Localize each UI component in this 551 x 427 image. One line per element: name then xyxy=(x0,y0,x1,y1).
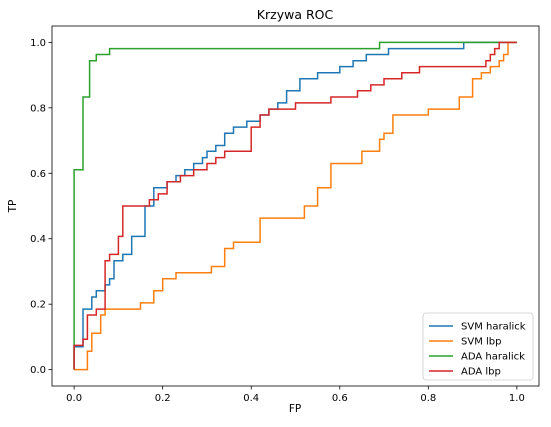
legend-label-2: ADA haralick xyxy=(461,352,525,363)
x-tick-label: 1.0 xyxy=(509,393,525,404)
x-tick-label: 0.0 xyxy=(66,393,82,404)
x-tick-label: 0.2 xyxy=(155,393,171,404)
legend-label-3: ADA lbp xyxy=(461,367,501,378)
series-line-2 xyxy=(73,41,517,370)
legend-items: SVM haralick SVM lbp ADA haralick ADA lbp xyxy=(429,322,526,378)
y-axis-ticks: 0.0 0.2 0.4 0.6 0.8 1.0 xyxy=(30,38,52,376)
x-tick-label: 0.8 xyxy=(420,393,436,404)
series-line-1 xyxy=(74,41,517,371)
series-line-0 xyxy=(73,41,517,370)
y-tick-label: 0.0 xyxy=(30,365,46,376)
x-axis-ticks: 0.0 0.2 0.4 0.6 0.8 1.0 xyxy=(66,386,525,404)
legend: SVM haralick SVM lbp ADA haralick ADA lbp xyxy=(422,312,534,381)
x-axis-label: FP xyxy=(289,403,301,415)
legend-box xyxy=(422,312,534,381)
chart-title: Krzywa ROC xyxy=(257,7,334,22)
plot-frame xyxy=(51,25,540,387)
y-axis-label: TP xyxy=(7,200,19,214)
series-line-3 xyxy=(73,41,517,370)
plot-lines xyxy=(73,41,517,371)
y-tick-label: 1.0 xyxy=(30,38,46,49)
legend-label-0: SVM haralick xyxy=(461,322,526,333)
y-tick-label: 0.6 xyxy=(30,169,46,180)
x-tick-label: 0.4 xyxy=(243,393,259,404)
y-tick-label: 0.2 xyxy=(30,300,46,311)
x-tick-label: 0.6 xyxy=(332,393,348,404)
y-tick-label: 0.8 xyxy=(30,103,46,114)
legend-label-1: SVM lbp xyxy=(461,337,501,348)
y-tick-label: 0.4 xyxy=(30,234,46,245)
